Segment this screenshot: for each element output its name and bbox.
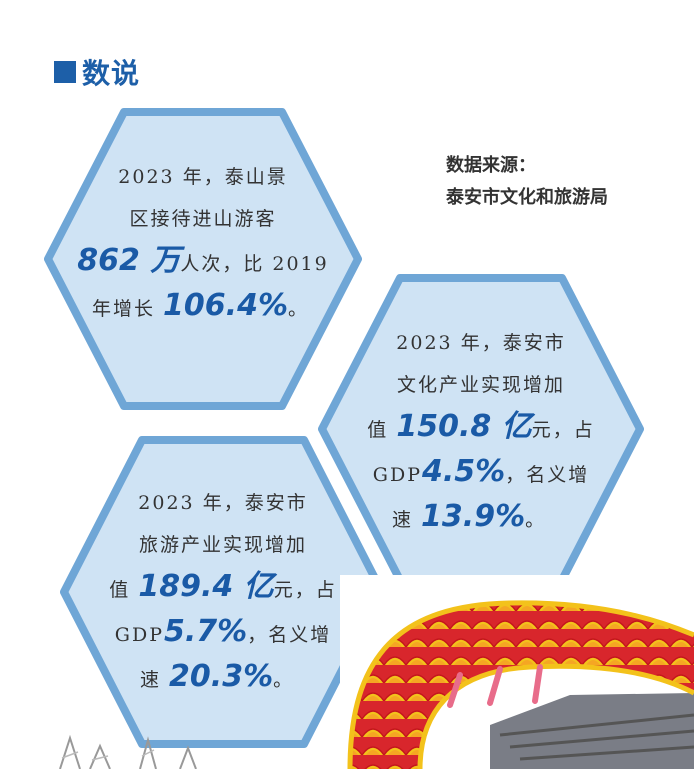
text-line: 值 150.8 亿元，占 [350,406,612,451]
text-fragment: 值 [109,579,139,601]
section-header: 数说 [54,52,140,92]
text-fragment: GDP [372,464,422,486]
section-title: 数说 [82,57,141,90]
highlight-number: 150.8 亿 [396,409,532,444]
text-line: 区接待进山游客 [129,208,277,230]
text-line: 2023 年，泰安市 [138,492,308,514]
text-fragment: 元，占 [273,579,337,601]
text-fragment: 年增长 [92,298,164,320]
text-line: 值 189.4 亿元，占 [92,566,354,611]
hexagon-tourism-industry: 2023 年，泰安市 旅游产业实现增加 值 189.4 亿元，占 GDP5.7%… [60,436,386,748]
hexagon-culture-industry: 2023 年，泰安市 文化产业实现增加 值 150.8 亿元，占 GDP4.5%… [318,274,644,584]
dragon-illustration [340,575,694,769]
dragon-dance-photo [340,575,694,769]
snowy-trees-photo [59,734,197,769]
hexagon-text: 2023 年，泰山景 区接待进山游客 862 万人次，比 2019 年增长 10… [74,156,332,330]
highlight-number: 189.4 亿 [138,569,274,604]
text-line: 速 13.9%。 [350,496,612,541]
text-line: 年增长 106.4%。 [74,285,332,330]
text-line: 文化产业实现增加 [396,374,565,396]
text-fragment: GDP [114,624,164,646]
data-source-label: 数据来源： [446,155,536,176]
highlight-number: 4.5% [421,454,506,489]
text-fragment: 。 [525,509,547,531]
text-line: 2023 年，泰安市 [396,332,566,354]
hexagon-shape [44,108,362,410]
text-fragment: 元，占 [531,419,595,441]
text-line: 旅游产业实现增加 [138,534,307,556]
highlight-number: 862 万 [77,243,181,278]
hexagon-shape [60,436,386,748]
text-fragment: 速 [140,669,170,691]
text-fragment: 。 [273,669,295,691]
data-source: 数据来源： 泰安市文化和旅游局 [446,150,608,214]
header-square-icon [54,61,76,83]
text-fragment: 值 [367,419,397,441]
text-line: 2023 年，泰山景 [118,166,288,188]
text-fragment: 人次，比 2019 [180,253,329,275]
data-source-name: 泰安市文化和旅游局 [446,187,608,208]
text-line: 862 万人次，比 2019 [74,240,332,285]
highlight-number: 5.7% [163,614,248,649]
text-line: 速 20.3%。 [92,656,354,701]
highlight-number: 20.3% [169,659,274,694]
text-line: GDP4.5%，名义增 [350,451,612,496]
highlight-number: 13.9% [421,499,526,534]
hexagon-text: 2023 年，泰安市 文化产业实现增加 值 150.8 亿元，占 GDP4.5%… [350,322,612,541]
text-fragment: 。 [288,298,310,320]
text-fragment: ，名义增 [247,624,332,646]
text-fragment: ，名义增 [505,464,590,486]
hexagon-text: 2023 年，泰安市 旅游产业实现增加 值 189.4 亿元，占 GDP5.7%… [92,482,354,701]
hexagon-tourists: 2023 年，泰山景 区接待进山游客 862 万人次，比 2019 年增长 10… [44,108,362,410]
text-fragment: 速 [392,509,422,531]
text-line: GDP5.7%，名义增 [92,611,354,656]
highlight-number: 106.4% [163,288,288,323]
